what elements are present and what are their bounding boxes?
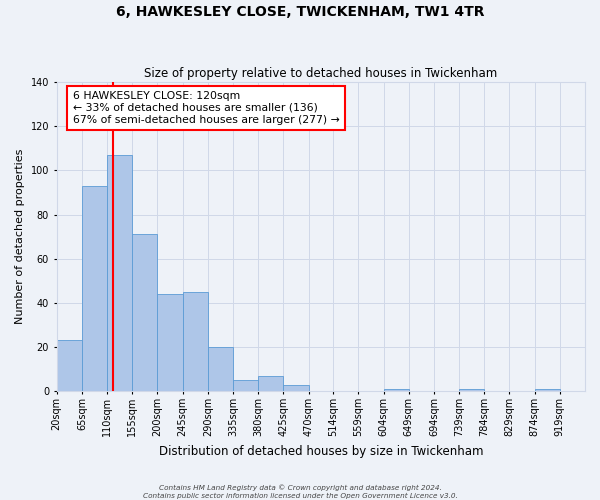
Bar xyxy=(82,186,107,391)
Bar xyxy=(208,347,233,391)
Bar xyxy=(383,389,409,391)
Bar xyxy=(283,384,308,391)
Bar xyxy=(107,155,132,391)
Text: 6, HAWKESLEY CLOSE, TWICKENHAM, TW1 4TR: 6, HAWKESLEY CLOSE, TWICKENHAM, TW1 4TR xyxy=(116,5,484,19)
Title: Size of property relative to detached houses in Twickenham: Size of property relative to detached ho… xyxy=(144,66,497,80)
Y-axis label: Number of detached properties: Number of detached properties xyxy=(15,149,25,324)
Bar xyxy=(56,340,82,391)
Bar xyxy=(258,376,283,391)
X-axis label: Distribution of detached houses by size in Twickenham: Distribution of detached houses by size … xyxy=(158,444,483,458)
Bar xyxy=(459,389,484,391)
Bar xyxy=(182,292,208,391)
Text: 6 HAWKESLEY CLOSE: 120sqm
← 33% of detached houses are smaller (136)
67% of semi: 6 HAWKESLEY CLOSE: 120sqm ← 33% of detac… xyxy=(73,92,339,124)
Bar xyxy=(157,294,182,391)
Bar xyxy=(233,380,258,391)
Bar xyxy=(535,389,560,391)
Bar xyxy=(132,234,157,391)
Text: Contains HM Land Registry data © Crown copyright and database right 2024.
Contai: Contains HM Land Registry data © Crown c… xyxy=(143,484,457,499)
